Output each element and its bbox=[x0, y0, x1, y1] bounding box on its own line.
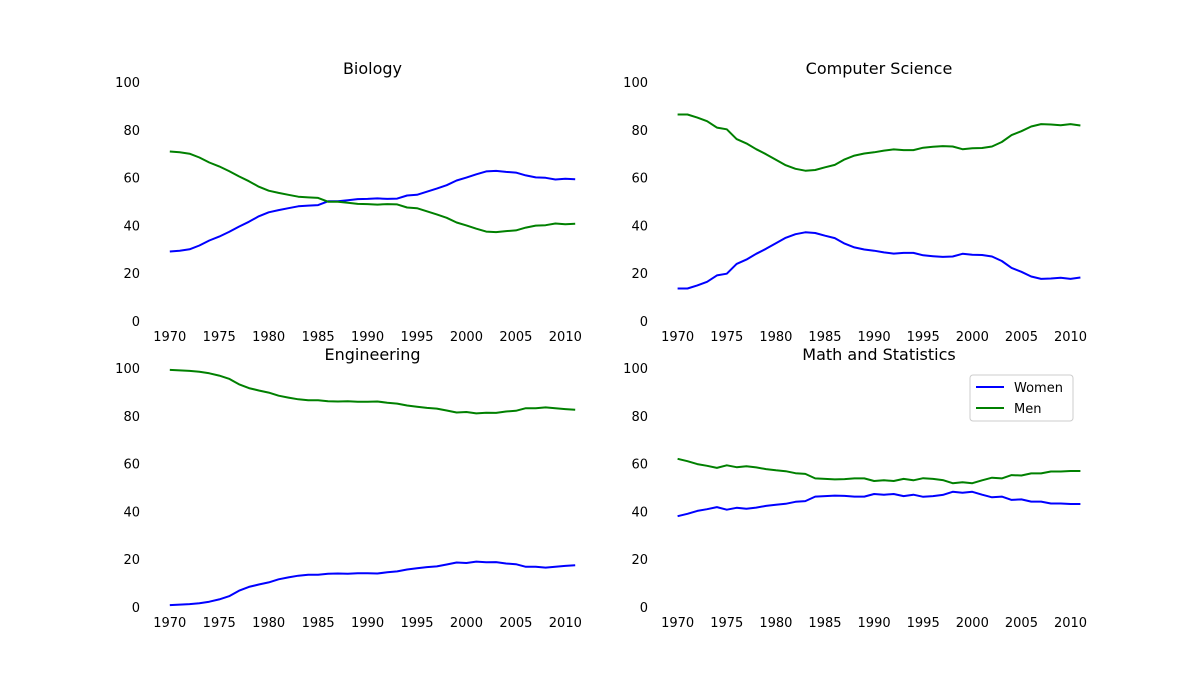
y-tick-label: 100 bbox=[115, 76, 140, 91]
x-tick-label: 2000 bbox=[450, 616, 483, 631]
x-tick-label: 1985 bbox=[302, 616, 335, 631]
y-tick-label: 80 bbox=[123, 410, 140, 425]
x-tick-label: 1985 bbox=[302, 330, 335, 345]
series-line-women bbox=[677, 490, 1081, 518]
x-tick-label: 1995 bbox=[907, 616, 940, 631]
x-tick-label: 1970 bbox=[661, 616, 694, 631]
x-tick-label: 1970 bbox=[153, 330, 186, 345]
y-tick-label: 80 bbox=[123, 124, 140, 139]
x-tick-label: 2005 bbox=[499, 330, 532, 345]
chart-panel-engineering: Engineering 1970 1975 1980 1985 1990 1995 2000 2… bbox=[115, 345, 582, 631]
x-tick-label: 1995 bbox=[400, 616, 433, 631]
y-tick-label: 80 bbox=[631, 124, 648, 139]
x-tick-label: 2000 bbox=[956, 616, 989, 631]
y-tick-label: 100 bbox=[115, 362, 140, 377]
x-tick-label: 1980 bbox=[252, 616, 285, 631]
chart-panel-biology: Biology 1970 1975 1980 1985 1990 1995 2000 2005 2… bbox=[115, 59, 582, 345]
chart-title: Math and Statistics bbox=[802, 345, 955, 364]
x-tick-label: 1995 bbox=[907, 330, 940, 345]
y-tick-label: 20 bbox=[631, 553, 648, 568]
chart-panel-math-and-statistics: Math and Statistics 1970 1975 1980 1985 1990 1… bbox=[623, 345, 1087, 631]
chart-title: Biology bbox=[343, 59, 402, 78]
y-tick-label: 0 bbox=[640, 315, 648, 330]
x-tick-label: 2000 bbox=[450, 330, 483, 345]
x-tick-label: 2005 bbox=[1005, 330, 1038, 345]
x-tick-label: 2005 bbox=[1005, 616, 1038, 631]
series-line-women bbox=[169, 169, 576, 253]
x-tick-label: 2000 bbox=[956, 330, 989, 345]
x-tick-label: 2005 bbox=[499, 616, 532, 631]
chart-title: Computer Science bbox=[806, 59, 953, 78]
x-tick-label: 1990 bbox=[351, 616, 384, 631]
legend-label-men: Men bbox=[1014, 402, 1041, 417]
y-tick-label: 80 bbox=[631, 410, 648, 425]
x-tick-label: 2010 bbox=[549, 616, 582, 631]
x-tick-label: 1975 bbox=[203, 330, 236, 345]
y-tick-label: 60 bbox=[631, 172, 648, 187]
x-tick-label: 1975 bbox=[710, 616, 743, 631]
series-line-men bbox=[169, 150, 576, 234]
x-tick-label: 1970 bbox=[661, 330, 694, 345]
x-tick-label: 2010 bbox=[1054, 616, 1087, 631]
y-tick-label: 0 bbox=[640, 601, 648, 616]
y-tick-label: 60 bbox=[123, 458, 140, 473]
y-tick-label: 20 bbox=[123, 553, 140, 568]
chart-panel-computer-science: Computer Science 1970 1975 1980 1985 1990 1995… bbox=[623, 59, 1087, 345]
y-tick-label: 0 bbox=[132, 315, 140, 330]
y-tick-label: 40 bbox=[631, 219, 648, 234]
y-tick-label: 0 bbox=[132, 601, 140, 616]
y-tick-label: 100 bbox=[623, 76, 648, 91]
x-tick-label: 1980 bbox=[252, 330, 285, 345]
y-tick-label: 20 bbox=[123, 267, 140, 282]
y-tick-label: 100 bbox=[623, 362, 648, 377]
legend-label-women: Women bbox=[1014, 381, 1063, 396]
x-tick-label: 1975 bbox=[710, 330, 743, 345]
x-tick-label: 2010 bbox=[1054, 330, 1087, 345]
y-tick-label: 60 bbox=[123, 172, 140, 187]
y-tick-label: 20 bbox=[631, 267, 648, 282]
series-line-men bbox=[677, 457, 1081, 485]
y-tick-label: 40 bbox=[123, 219, 140, 234]
y-tick-label: 40 bbox=[123, 505, 140, 520]
x-tick-label: 1975 bbox=[203, 616, 236, 631]
y-tick-label: 40 bbox=[631, 505, 648, 520]
x-tick-label: 1980 bbox=[759, 616, 792, 631]
series-line-women bbox=[169, 560, 576, 607]
series-line-women bbox=[677, 231, 1081, 290]
x-tick-label: 2010 bbox=[549, 330, 582, 345]
x-tick-label: 1980 bbox=[759, 330, 792, 345]
x-tick-label: 1985 bbox=[808, 330, 841, 345]
series-line-men bbox=[169, 368, 576, 415]
y-tick-label: 60 bbox=[631, 458, 648, 473]
chart-title: Engineering bbox=[325, 345, 421, 364]
x-tick-label: 1990 bbox=[351, 330, 384, 345]
x-tick-label: 1985 bbox=[808, 616, 841, 631]
series-line-men bbox=[677, 113, 1081, 172]
x-tick-label: 1990 bbox=[858, 330, 891, 345]
x-tick-label: 1995 bbox=[400, 330, 433, 345]
x-tick-label: 1990 bbox=[858, 616, 891, 631]
legend: Women Men bbox=[969, 374, 1074, 422]
x-tick-label: 1970 bbox=[153, 616, 186, 631]
